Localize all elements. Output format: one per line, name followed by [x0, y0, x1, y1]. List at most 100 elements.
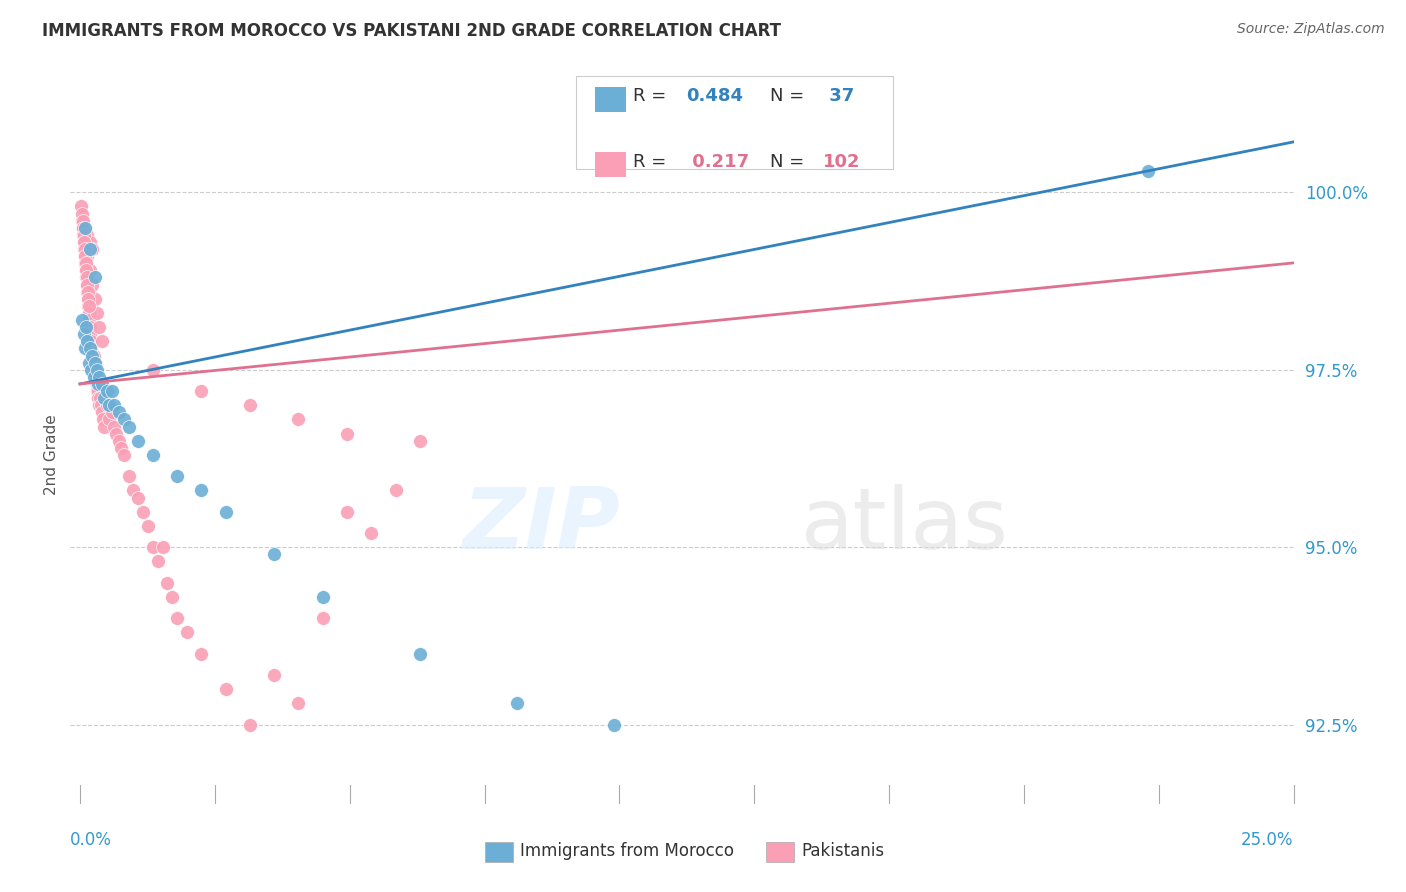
Point [100, 384, 122, 398]
Point [76, 285, 98, 299]
Point [86, 384, 108, 398]
Text: Source: ZipAtlas.com: Source: ZipAtlas.com [1237, 22, 1385, 37]
Y-axis label: 2nd Grade: 2nd Grade [44, 415, 59, 495]
Point [89, 391, 111, 405]
Text: Pakistanis: Pakistanis [801, 842, 884, 860]
Point [1136, 164, 1159, 178]
Point [76, 277, 98, 292]
Point [409, 434, 432, 448]
Point [75, 320, 97, 334]
Point [96, 398, 118, 412]
Point [105, 426, 128, 441]
Point [156, 575, 179, 590]
Point [82, 356, 104, 370]
Point [84, 369, 107, 384]
Point [110, 441, 132, 455]
Point [96, 384, 118, 398]
Point [603, 717, 626, 731]
Point [73, 220, 96, 235]
Point [76, 270, 98, 285]
Point [136, 519, 159, 533]
Text: ZIP: ZIP [463, 484, 620, 567]
Point [312, 611, 335, 625]
Point [87, 391, 110, 405]
Point [73, 249, 96, 263]
Point [84, 362, 107, 376]
Point [132, 505, 155, 519]
Point [83, 356, 105, 370]
Point [83, 349, 105, 363]
Point [75, 256, 97, 270]
Point [79, 327, 101, 342]
Point [263, 547, 285, 561]
Text: N =: N = [770, 87, 810, 105]
Point [86, 376, 108, 391]
Point [142, 540, 165, 554]
Point [77, 299, 100, 313]
Point [73, 242, 96, 256]
Point [73, 327, 96, 342]
Point [77, 306, 100, 320]
Point [312, 590, 335, 604]
Point [86, 306, 108, 320]
Point [152, 540, 174, 554]
Point [73, 235, 96, 249]
Point [112, 448, 135, 462]
Point [98, 412, 121, 426]
Point [90, 376, 112, 391]
Point [73, 242, 96, 256]
Point [89, 398, 111, 412]
Point [82, 349, 104, 363]
Point [79, 263, 101, 277]
Point [98, 398, 121, 412]
Point [77, 313, 100, 327]
Point [72, 213, 94, 227]
Point [176, 625, 198, 640]
Point [89, 369, 111, 384]
Point [75, 256, 97, 270]
Point [142, 362, 165, 376]
Point [75, 263, 97, 277]
Point [83, 270, 105, 285]
Point [263, 668, 285, 682]
Point [506, 697, 529, 711]
Point [117, 419, 139, 434]
Point [84, 369, 107, 384]
Point [75, 270, 97, 285]
Point [72, 313, 94, 327]
Text: N =: N = [770, 153, 810, 170]
Text: R =: R = [633, 153, 672, 170]
Point [77, 356, 100, 370]
Point [79, 342, 101, 356]
Point [82, 362, 104, 376]
Point [76, 277, 98, 292]
Point [166, 469, 188, 483]
Point [127, 491, 149, 505]
Point [87, 384, 110, 398]
Text: atlas: atlas [801, 484, 1010, 567]
Point [86, 376, 108, 391]
Text: 0.217: 0.217 [686, 153, 749, 170]
Point [103, 419, 125, 434]
Point [108, 434, 131, 448]
Point [190, 384, 212, 398]
Point [79, 320, 101, 334]
Text: 0.0%: 0.0% [70, 831, 112, 849]
Point [108, 405, 131, 419]
Point [89, 320, 111, 334]
Point [77, 299, 100, 313]
Point [239, 398, 262, 412]
Point [72, 220, 94, 235]
Point [83, 369, 105, 384]
Point [336, 426, 359, 441]
Text: 37: 37 [823, 87, 853, 105]
Point [73, 220, 96, 235]
Text: R =: R = [633, 87, 672, 105]
Text: 25.0%: 25.0% [1241, 831, 1294, 849]
Point [409, 647, 432, 661]
Point [214, 505, 236, 519]
Point [87, 376, 110, 391]
Point [91, 405, 114, 419]
Point [239, 717, 262, 731]
Point [83, 292, 105, 306]
